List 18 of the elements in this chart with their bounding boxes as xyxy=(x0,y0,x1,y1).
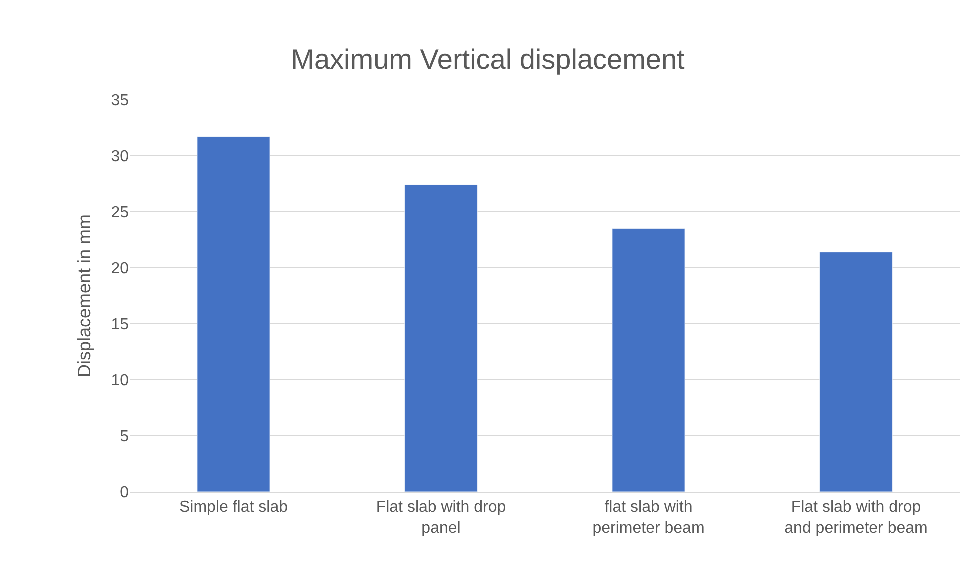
y-tick-label: 20 xyxy=(111,260,130,278)
y-tick-label: 10 xyxy=(111,372,130,390)
y-tick-label: 0 xyxy=(120,484,130,502)
y-tick-label: 35 xyxy=(111,92,130,110)
x-tick-label: flat slab with perimeter beam xyxy=(592,499,705,537)
y-tick-label: 30 xyxy=(111,148,130,166)
bar xyxy=(820,252,893,492)
y-tick-label: 25 xyxy=(111,204,130,222)
y-tick-label: 5 xyxy=(120,428,130,446)
bar xyxy=(404,184,478,492)
chart-title: Maximum Vertical displacement xyxy=(291,44,686,75)
y-tick-label: 15 xyxy=(111,316,130,334)
x-tick-label: Flat slab with drop panel xyxy=(376,499,506,537)
x-tick-label: Simple flat slab xyxy=(180,499,288,516)
bar xyxy=(197,136,270,492)
y-axis-title: Displacement in mm xyxy=(74,214,94,378)
bar xyxy=(612,228,686,492)
x-tick-label: Flat slab with drop and perimeter beam xyxy=(784,499,928,537)
